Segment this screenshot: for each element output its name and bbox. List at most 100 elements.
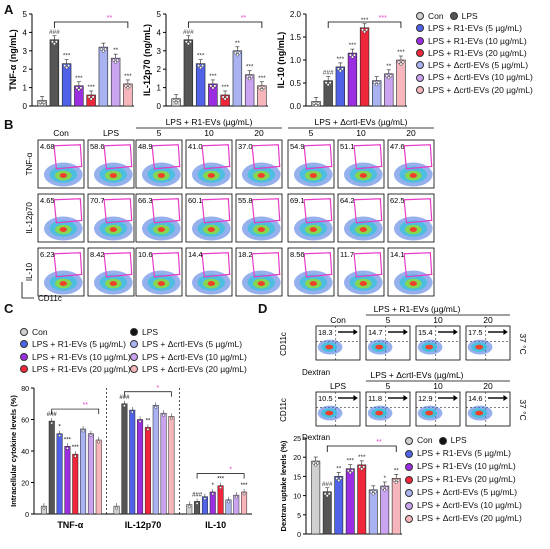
density-peak (59, 173, 67, 178)
x-category-label: IL-10 (205, 520, 226, 530)
y-tick-label: 4 (157, 28, 162, 37)
bar (152, 405, 159, 515)
y-tick-label: 1.5 (290, 33, 302, 42)
gate-polygon (53, 252, 83, 278)
gate-percentage: 51.1 (340, 142, 355, 151)
y-tick-label: 20 (21, 481, 29, 488)
significance-label: *** (72, 445, 80, 451)
gate-percentage: 55.8 (238, 196, 253, 205)
bar (144, 427, 151, 515)
significance-label: *** (361, 17, 369, 24)
bar (87, 433, 94, 515)
bar (225, 499, 232, 515)
density-peak (325, 344, 334, 350)
column-header: 20 (483, 381, 493, 391)
data-point (246, 75, 250, 79)
data-point (211, 86, 215, 90)
density-peak (359, 173, 367, 178)
bar (311, 460, 321, 535)
legend-label-lps: LPS (450, 435, 467, 445)
bar (347, 52, 358, 107)
legend-label: LPS + R1-EVs (10 µg/mL) (417, 461, 516, 471)
y-tick-label: 2 (157, 65, 162, 74)
legend-dot-lps (449, 12, 458, 21)
bar (72, 453, 79, 515)
y-tick-label: 1 (23, 84, 28, 93)
column-header: Con (53, 128, 69, 138)
gate-percentage: 41.0 (188, 142, 203, 151)
significance-label: ### (119, 395, 130, 401)
data-point (38, 100, 42, 105)
bar (345, 468, 355, 535)
data-point (314, 463, 318, 467)
temperature-label: 37 °C (518, 333, 528, 354)
panel-letter-c: C (4, 301, 14, 316)
gate-percentage: 58.6 (90, 142, 105, 151)
significance-label: * (383, 475, 386, 482)
significance-label: *** (246, 64, 254, 71)
bar (160, 412, 167, 515)
gate-polygon (103, 144, 133, 170)
density-peak (157, 227, 165, 232)
data-point (65, 446, 69, 450)
y-axis-title: CD11c (279, 398, 288, 422)
data-point (235, 53, 239, 57)
gate-percentage: 64.2 (340, 196, 355, 205)
data-point (188, 40, 192, 44)
y-tick-label: 5 (23, 10, 28, 19)
significance-label: *** (197, 53, 205, 60)
data-point (116, 58, 120, 62)
data-point (328, 81, 332, 85)
row-label: IL-10 (25, 262, 34, 281)
gate-percentage: 6.23 (40, 250, 55, 259)
significance-label: ** (235, 40, 241, 47)
significance-label: *** (63, 53, 71, 60)
data-point (383, 488, 387, 492)
y-tick-label: 5 (157, 10, 162, 19)
data-point (89, 97, 93, 101)
data-point (103, 47, 107, 51)
arrow-head (403, 395, 408, 401)
data-point (101, 49, 105, 53)
x-axis-title: Dextran (302, 433, 330, 442)
data-point (371, 492, 375, 496)
bar (359, 27, 370, 107)
legend-label-lps: LPS (461, 11, 478, 21)
y-tick-label: 3 (157, 47, 162, 56)
density-peak (257, 227, 265, 232)
bar (391, 478, 401, 535)
data-point (363, 30, 367, 34)
data-point (184, 40, 188, 44)
legend-label: LPS + Δcrtl-EVs (5 µg/mL) (417, 487, 518, 497)
data-point (187, 505, 191, 509)
bar (209, 491, 216, 515)
significance-label: ** (394, 467, 400, 474)
data-point (91, 95, 95, 99)
data-point (169, 416, 173, 420)
gate-percentage: 14.6 (468, 394, 483, 403)
y-tick-label: 20 (293, 455, 301, 462)
density-peak (309, 227, 317, 232)
gate-percentage: 17.5 (468, 328, 483, 337)
legend-label: LPS + Δcrtl-EVs (5 µg/mL) (428, 60, 529, 71)
legend-label: LPS + R1-EVs (20 µg/mL) (32, 363, 131, 374)
gate-percentage: 37.0 (238, 142, 253, 151)
data-point (67, 64, 71, 68)
data-point (79, 86, 83, 90)
group-header-r1: LPS + R1-EVs (µg/mL) (166, 117, 253, 127)
data-point (130, 410, 134, 414)
gate-polygon (201, 144, 231, 170)
data-point (242, 492, 246, 496)
gate-percentage: 8.42 (90, 250, 105, 259)
bar (232, 50, 243, 107)
gate-polygon (201, 198, 231, 224)
legend-dot-d-5 (416, 61, 424, 70)
bracket-significance: ** (83, 402, 89, 409)
x-axis-title: CD11c (38, 294, 62, 302)
data-point (381, 486, 385, 490)
gate-percentage: 15.4 (418, 328, 433, 337)
gate-polygon (151, 144, 181, 170)
data-point (99, 47, 103, 51)
